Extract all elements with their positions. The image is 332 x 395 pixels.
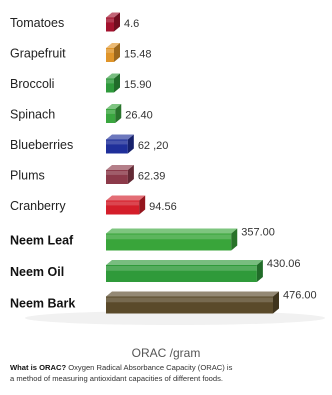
bar-neem-oil	[106, 260, 263, 282]
orac-question: What is ORAC?	[10, 363, 67, 372]
bar-highlight-grapefruit	[106, 49, 114, 53]
orac-bar-chart: Tomatoes 4.6 Grapefruit 15.48 Broccoli 15.90 S…	[10, 12, 325, 325]
orac-description-line1: Oxygen Radical Absorbance Capacity (ORAC…	[66, 363, 233, 372]
category-label-blueberries: Blueberries	[10, 138, 73, 152]
bar-front-grapefruit	[106, 48, 114, 62]
bar-side-broccoli	[114, 73, 120, 93]
bar-front-neem-oil	[106, 265, 257, 282]
value-label-plums: 62.39	[138, 171, 166, 183]
value-label-broccoli: 15.90	[124, 79, 152, 91]
category-label-spinach: Spinach	[10, 108, 55, 122]
value-label-neem-oil: 430.06	[267, 258, 301, 270]
bar-top-spinach	[106, 104, 122, 109]
category-label-broccoli: Broccoli	[10, 77, 54, 91]
bar-top-plums	[106, 165, 134, 170]
bar-front-neem-bark	[106, 296, 273, 314]
bar-front-blueberries	[106, 139, 128, 154]
bar-spinach	[106, 104, 122, 123]
value-label-spinach: 26.40	[125, 110, 153, 122]
bar-neem-bark	[106, 291, 279, 314]
bar-front-neem-leaf	[106, 233, 232, 251]
bar-top-cranberry	[106, 195, 146, 201]
bar-broccoli	[106, 73, 120, 93]
bar-highlight-broccoli	[106, 79, 114, 84]
category-label-grapefruit: Grapefruit	[10, 47, 66, 61]
category-label-neem-leaf: Neem Leaf	[10, 234, 74, 248]
category-label-cranberry: Cranberry	[10, 199, 66, 213]
bar-side-cranberry	[139, 195, 146, 215]
bar-side-plums	[127, 165, 134, 184]
bar-side-neem-oil	[256, 260, 263, 282]
value-label-neem-bark: 476.00	[283, 290, 317, 302]
bar-top-grapefruit	[106, 43, 120, 48]
category-label-neem-bark: Neem Bark	[10, 297, 75, 311]
chart-floor-shadow	[25, 311, 325, 325]
bar-highlight-cranberry	[106, 201, 140, 206]
bar-side-spinach	[115, 104, 122, 123]
value-label-blueberries: 62 ,20	[138, 140, 169, 152]
bar-grapefruit	[106, 43, 120, 62]
bar-front-broccoli	[106, 78, 114, 93]
bar-highlight-neem-oil	[106, 266, 257, 271]
value-label-grapefruit: 15.48	[124, 49, 152, 61]
bar-top-blueberries	[106, 134, 134, 140]
orac-description: What is ORAC? Oxygen Radical Absorbance …	[10, 362, 332, 384]
orac-description-line2: a method of measuring antioxidant capaci…	[10, 374, 224, 383]
bar-front-cranberry	[106, 200, 140, 215]
bar-top-broccoli	[106, 73, 120, 79]
category-label-tomatoes: Tomatoes	[10, 16, 64, 30]
bar-tomatoes	[106, 12, 120, 32]
bar-highlight-plums	[106, 171, 128, 175]
value-label-cranberry: 94.56	[149, 201, 177, 213]
bar-front-tomatoes	[106, 17, 114, 32]
bar-front-spinach	[106, 109, 116, 123]
bar-plums	[106, 165, 134, 184]
x-axis-label: ORAC /gram	[131, 346, 201, 360]
bar-highlight-neem-bark	[106, 297, 273, 303]
bar-highlight-spinach	[106, 110, 116, 114]
category-label-neem-oil: Neem Oil	[10, 265, 64, 279]
chart-footer: ORAC /gram What is ORAC? Oxygen Radical …	[0, 338, 332, 395]
bar-front-plums	[106, 170, 128, 184]
value-label-tomatoes: 4.6	[124, 18, 139, 30]
bar-highlight-blueberries	[106, 140, 128, 145]
bar-side-tomatoes	[114, 12, 120, 32]
bar-side-blueberries	[127, 134, 134, 154]
bar-side-grapefruit	[114, 43, 120, 62]
bar-top-tomatoes	[106, 12, 120, 18]
value-label-neem-leaf: 357.00	[241, 227, 275, 239]
bar-cranberry	[106, 195, 146, 215]
bar-blueberries	[106, 134, 134, 154]
bar-top-neem-oil	[106, 260, 263, 265]
bar-highlight-neem-leaf	[106, 234, 232, 240]
bar-neem-leaf	[106, 228, 238, 251]
bar-top-neem-bark	[106, 291, 279, 297]
category-label-plums: Plums	[10, 169, 45, 183]
bar-side-neem-bark	[273, 291, 279, 314]
bar-side-neem-leaf	[231, 228, 238, 251]
bar-highlight-tomatoes	[106, 18, 114, 23]
bar-top-neem-leaf	[106, 228, 238, 234]
